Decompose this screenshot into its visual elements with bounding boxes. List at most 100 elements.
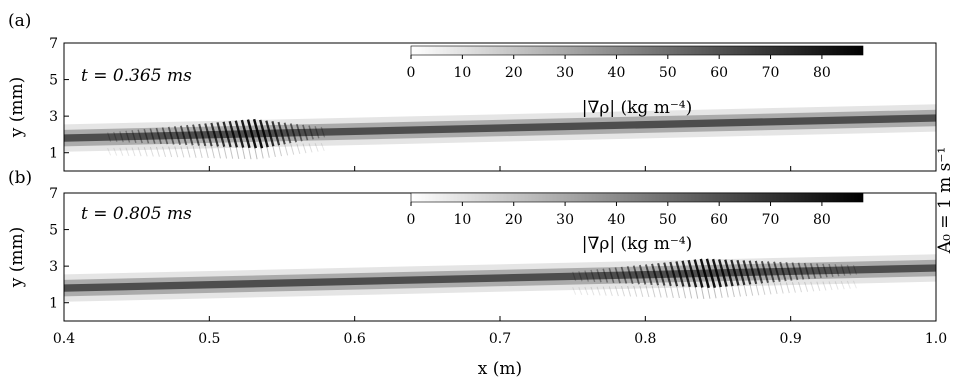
wave-streak	[669, 261, 679, 287]
wave-streak	[252, 118, 264, 149]
panel-a-colorbar-label: |∇ρ| (kg m⁻⁴)	[582, 98, 692, 118]
colorbar-tick-label: 80	[813, 212, 831, 228]
wave-streak	[271, 121, 281, 146]
wave-streak	[143, 128, 150, 144]
wave-streak	[246, 119, 258, 149]
wave-streak	[240, 119, 251, 149]
panel-a-colorbar-bar	[410, 45, 864, 56]
wave-streak	[675, 261, 685, 287]
wave-streak	[608, 267, 615, 284]
colorbar-tick-label: 70	[762, 212, 780, 228]
wave-streak	[107, 132, 112, 142]
wave-streak	[718, 259, 728, 287]
wave-ripple	[229, 145, 234, 159]
wave-streak	[705, 258, 717, 288]
y-tick-label: 1	[49, 296, 58, 312]
wave-ripple	[706, 284, 711, 299]
wave-streak	[828, 263, 834, 278]
wave-streak	[149, 128, 156, 144]
wave-ripple	[271, 144, 276, 158]
wave-ripple	[663, 285, 668, 298]
wave-streak	[681, 260, 691, 288]
wave-ripple	[657, 285, 662, 298]
wave-streak	[204, 123, 213, 147]
wave-ripple	[192, 145, 197, 158]
colorbar-tick-label: 20	[505, 65, 523, 81]
wave-streak	[590, 269, 596, 283]
wave-streak	[234, 120, 245, 148]
colorbar-tick-label: 50	[659, 212, 677, 228]
wave-streak	[724, 259, 734, 287]
wave-streak	[791, 262, 799, 281]
panel-a-y-axis: 1 3 5 7	[49, 36, 69, 162]
wave-streak	[602, 268, 609, 283]
wave-streak	[840, 264, 846, 276]
x-tick-label: 0.9	[780, 331, 802, 347]
y-tick-label: 7	[49, 186, 58, 202]
wave-streak	[308, 125, 314, 140]
wave-ripple	[840, 280, 845, 290]
colorbar-tick-label: 70	[762, 65, 780, 81]
wave-ripple	[724, 283, 729, 298]
wave-ripple	[675, 284, 680, 299]
wave-streak	[216, 122, 226, 148]
wave-ripple	[247, 144, 252, 160]
wave-streak	[663, 262, 672, 287]
wave-streak	[614, 267, 621, 284]
wave-ripple	[749, 283, 754, 296]
wave-ripple	[846, 280, 851, 289]
wave-streak	[651, 263, 660, 286]
colorbar-tick-label: 60	[710, 212, 728, 228]
wave-ripple	[216, 145, 221, 159]
panel-b-colorbar-bar	[410, 192, 864, 203]
wave-streak	[797, 262, 805, 280]
wave-ripple	[284, 143, 289, 156]
wave-streak	[730, 259, 740, 286]
wave-streak	[773, 261, 781, 282]
wave-ripple	[210, 145, 215, 159]
wave-ripple	[669, 284, 674, 298]
wave-ripple	[314, 143, 319, 152]
wave-streak	[192, 124, 200, 146]
wave-streak	[302, 124, 309, 141]
wave-ripple	[761, 282, 766, 295]
wave-ripple	[718, 283, 723, 298]
x-tick-label: 0.4	[53, 331, 75, 347]
x-tick-label: 0.7	[489, 331, 511, 347]
wave-ripple	[296, 143, 301, 155]
colorbar-tick-label: 10	[453, 65, 471, 81]
wave-ripple	[791, 282, 796, 293]
colorbar-tick-label: 60	[710, 65, 728, 81]
wave-streak	[638, 264, 647, 285]
colorbar-tick-label: 40	[608, 65, 626, 81]
x-axis-label: x (m)	[478, 359, 522, 379]
wave-streak	[785, 262, 793, 281]
wave-ripple	[290, 143, 295, 155]
wave-ripple	[621, 286, 625, 297]
x-tick-label: 0.8	[634, 331, 656, 347]
wave-ripple	[688, 284, 693, 299]
wave-ripple	[633, 285, 638, 297]
wave-streak	[320, 126, 326, 138]
panel-a-heatmap	[64, 43, 936, 171]
wave-ripple	[730, 283, 735, 298]
wave-streak	[657, 262, 666, 286]
wave-ripple	[186, 146, 191, 158]
wave-streak	[289, 123, 297, 143]
wave-streak	[167, 126, 175, 145]
wave-ripple	[627, 285, 632, 297]
wave-ripple	[767, 282, 772, 295]
wave-ripple	[828, 281, 833, 291]
wave-streak	[711, 258, 722, 288]
wave-ripple	[822, 281, 827, 291]
wave-streak	[113, 131, 118, 143]
wave-streak	[644, 264, 653, 286]
panel-a: (a) 1 3 5 7 y (mm) t = 0.365 ms 0 10 20 30 40 50…	[7, 11, 937, 172]
wave-streak	[626, 266, 634, 285]
colorbar-tick-label: 10	[453, 212, 471, 228]
wave-ripple	[816, 281, 821, 292]
wave-ripple	[804, 281, 809, 292]
wave-streak	[760, 260, 769, 284]
wave-streak	[179, 125, 188, 146]
